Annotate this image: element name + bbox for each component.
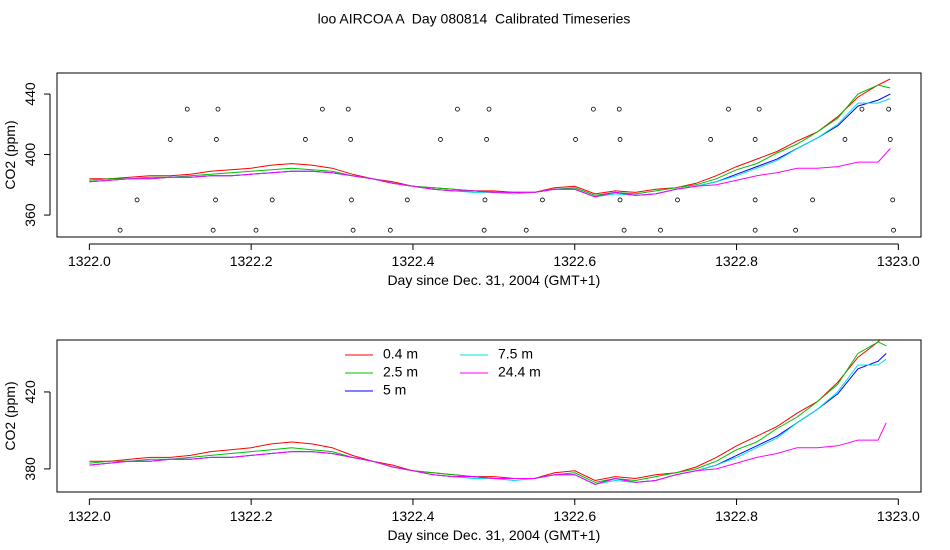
point [658,227,663,233]
x-tick-label: 1322.4 [392,508,435,524]
x-axis-label: Day since Dec. 31, 2004 (GMT+1) [387,272,600,288]
point [486,106,492,112]
point [134,197,140,203]
point [213,197,218,203]
point [752,137,758,142]
x-tick-label: 1323.0 [877,508,920,524]
point [842,137,848,142]
x-tick-label: 1322.2 [230,253,273,269]
series-line [89,422,887,485]
x-axis-label: Day since Dec. 31, 2004 (GMT+1) [387,527,600,543]
point [539,197,545,203]
point [756,106,762,112]
point [708,137,714,142]
series-line [89,358,887,485]
point [319,106,325,112]
point [887,137,893,142]
x-tick-label: 1322.6 [553,508,596,524]
point [404,197,410,203]
x-tick-label: 1323.0 [877,253,920,269]
point [481,227,487,233]
plot-frame [56,339,922,493]
point [617,137,623,142]
y-tick-label: 400 [22,143,38,167]
x-tick-label: 1322.8 [715,253,758,269]
point [482,197,488,203]
plot-area [89,78,896,233]
legend-label: 5 m [383,382,406,398]
point [891,227,896,233]
point [117,227,123,233]
series-line [89,148,891,198]
plot-area [89,340,887,485]
point [438,137,443,142]
point [675,197,680,203]
x-tick-label: 1322.2 [230,508,273,524]
point [167,137,173,142]
y-tick-label: 440 [22,82,38,106]
point [886,106,892,112]
point [184,106,190,112]
series-line [89,340,881,482]
series-line [89,341,887,483]
y-axis-label: CO2 (ppm) [2,381,18,450]
series-line [89,98,891,198]
point [890,197,896,203]
point [573,137,578,142]
legend-label: 24.4 m [498,364,541,380]
y-axis-label: CO2 (ppm) [2,120,18,189]
point [213,137,219,142]
x-tick-label: 1322.8 [715,508,758,524]
point [793,227,799,233]
legend-label: 2.5 m [383,364,418,380]
point [387,227,393,233]
point [484,137,489,142]
point [590,106,596,112]
series-line [89,78,891,195]
x-tick-label: 1322.0 [68,253,111,269]
x-tick-label: 1322.6 [553,253,596,269]
legend-label: 0.4 m [383,346,418,362]
point [616,106,622,112]
point [302,137,308,142]
point [455,106,460,112]
point [752,197,758,203]
x-tick-label: 1322.0 [68,508,111,524]
point [859,106,865,112]
title: loo AIRCOA A Day 080814 Calibrated Times… [318,11,631,27]
point [726,106,731,112]
point [348,137,354,142]
x-tick-label: 1322.4 [392,253,435,269]
point [752,227,758,233]
point [621,227,627,233]
point [215,106,221,112]
point [269,197,275,203]
point [210,227,216,233]
plot-frame [56,72,922,238]
y-tick-label: 360 [22,203,38,227]
point [345,106,351,112]
series-line [89,93,891,198]
point [617,197,623,203]
point [349,197,354,203]
y-tick-label: 420 [22,380,38,404]
y-tick-label: 380 [22,457,38,481]
point [350,227,356,233]
point [253,227,259,233]
series-line [89,84,891,196]
point [810,197,815,203]
legend-label: 7.5 m [498,346,533,362]
point [523,227,529,233]
